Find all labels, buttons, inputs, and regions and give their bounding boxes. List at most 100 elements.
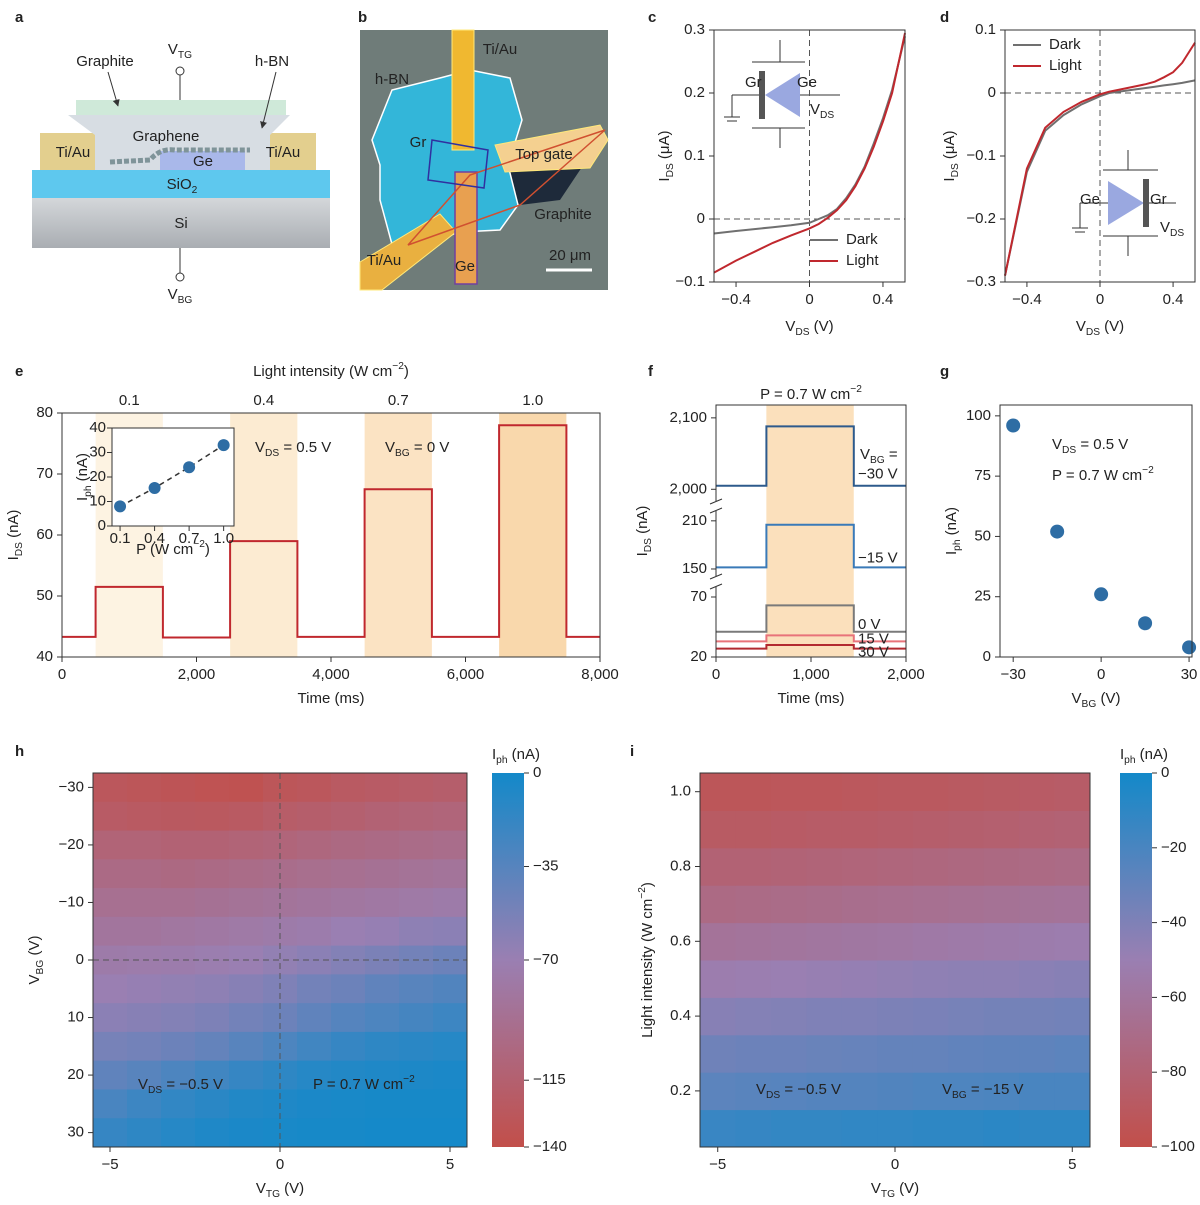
heat-cell bbox=[161, 830, 196, 860]
text-part: = 0.5 V bbox=[1076, 436, 1128, 453]
text-part: Light intensity (W cm bbox=[639, 899, 656, 1038]
heat-cell bbox=[399, 830, 434, 860]
heat-cell bbox=[841, 960, 878, 998]
y-axis-label: IDS (nA) bbox=[634, 506, 654, 557]
schematic-label: Ge bbox=[193, 153, 213, 170]
text-part: DS bbox=[795, 327, 809, 338]
light-on-span bbox=[766, 405, 854, 657]
y-tick-label: 0 bbox=[76, 951, 84, 968]
heat-cell bbox=[229, 974, 264, 1004]
heat-cell bbox=[1054, 847, 1091, 886]
heat-cell bbox=[770, 1072, 807, 1111]
x-tick-label: 0 bbox=[805, 291, 813, 308]
heat-cell bbox=[948, 773, 985, 811]
colorbar-tick-label: −140 bbox=[533, 1138, 567, 1155]
y-tick-label: 210 bbox=[682, 512, 707, 529]
heat-cell bbox=[948, 1109, 985, 1148]
heat-cell bbox=[735, 997, 772, 1036]
text-part: V bbox=[1052, 436, 1062, 453]
heat-cell bbox=[735, 847, 772, 886]
heat-cell bbox=[399, 1118, 434, 1148]
heat-cell bbox=[841, 922, 878, 961]
heat-cell bbox=[229, 1118, 264, 1148]
y-axis-label: Iph (nA) bbox=[74, 453, 94, 501]
heat-cell bbox=[1054, 997, 1091, 1036]
inset-label: Gr bbox=[745, 74, 762, 91]
heat-cell bbox=[229, 916, 264, 947]
heat-cell bbox=[912, 885, 949, 924]
text-part: V bbox=[756, 1081, 766, 1098]
panel-letter: e bbox=[15, 363, 23, 380]
micrograph-label: Gr bbox=[410, 134, 427, 151]
y-axis-label: IDS (nA) bbox=[5, 510, 25, 561]
heat-cell bbox=[948, 885, 985, 924]
heat-cell bbox=[399, 916, 434, 947]
text-part: DS bbox=[1062, 445, 1076, 456]
chart-1: −0.4 0 0.4 −0.3 −0.2 −0.1 0 0.1 Dark Light bbox=[966, 21, 1196, 308]
heat-cell bbox=[365, 1118, 400, 1148]
text-part: V bbox=[860, 446, 870, 463]
heat-cell bbox=[195, 859, 230, 889]
heat-cell bbox=[297, 801, 332, 832]
panel-letter: f bbox=[648, 363, 654, 380]
axis-break-gap bbox=[710, 576, 722, 587]
heat-cell bbox=[700, 885, 736, 924]
heat-cell bbox=[399, 773, 434, 803]
heat-cell bbox=[912, 997, 949, 1036]
y-tick-label: 70 bbox=[690, 588, 707, 605]
chart-3: 0.1 0.4 0.7 1.0 0 10 20 30 40 bbox=[89, 419, 235, 547]
y-tick-label: −0.3 bbox=[966, 273, 996, 290]
text-part: ph bbox=[496, 755, 507, 766]
heat-cell bbox=[1019, 997, 1056, 1036]
heat-cell bbox=[806, 847, 843, 886]
data-point bbox=[1138, 616, 1153, 631]
fit-line bbox=[119, 444, 225, 508]
y-tick-label: 80 bbox=[36, 404, 53, 421]
x-tick-label: 0.1 bbox=[110, 530, 131, 547]
annotation: VDS = −0.5 V bbox=[756, 1081, 841, 1101]
series-label: 0 V bbox=[858, 616, 881, 633]
text-part: V bbox=[810, 101, 820, 118]
y-tick-label: 0.3 bbox=[684, 21, 705, 38]
heat-cell bbox=[841, 810, 878, 849]
text-part: V bbox=[26, 974, 43, 984]
top-tick-label: 0.4 bbox=[253, 392, 274, 409]
heat-cell bbox=[93, 801, 128, 832]
text-part: V bbox=[256, 1180, 266, 1197]
light-on-span bbox=[499, 413, 567, 657]
x-tick-label: −0.4 bbox=[1012, 291, 1042, 308]
heat-cell bbox=[948, 1034, 985, 1073]
heat-cell bbox=[735, 773, 772, 811]
heat-cell bbox=[93, 1003, 128, 1033]
data-line bbox=[716, 644, 906, 650]
text-part: V bbox=[871, 1180, 881, 1197]
text-part: I bbox=[492, 746, 496, 763]
text-part: (V) bbox=[280, 1180, 304, 1197]
heat-cell bbox=[770, 960, 807, 998]
heat-cell bbox=[770, 922, 807, 961]
heat-cell bbox=[1054, 960, 1091, 998]
annotation: P = 0.7 W cm−2 bbox=[313, 1074, 415, 1093]
heat-cell bbox=[297, 888, 332, 918]
annotation: VDS = 0.5 V bbox=[1052, 436, 1128, 456]
heat-cell bbox=[700, 922, 736, 961]
heat-cell bbox=[433, 801, 468, 832]
heat-cell bbox=[229, 1003, 264, 1033]
heat-cell bbox=[948, 847, 985, 886]
data-point bbox=[1050, 524, 1065, 539]
y-tick-label: 40 bbox=[36, 648, 53, 665]
heat-cell bbox=[297, 1118, 332, 1148]
text-part: ) bbox=[205, 541, 210, 558]
heat-cell bbox=[399, 1031, 434, 1062]
heat-cell bbox=[806, 810, 843, 849]
heat-cell bbox=[161, 773, 196, 803]
text-part: −2 bbox=[850, 384, 862, 395]
heat-cell bbox=[161, 916, 196, 947]
text-part: V bbox=[385, 439, 395, 456]
x-tick-label: 6,000 bbox=[447, 666, 485, 683]
data-point bbox=[148, 482, 161, 495]
heat-cell bbox=[735, 1109, 772, 1148]
heat-cell bbox=[735, 922, 772, 961]
diode-triangle bbox=[765, 73, 800, 117]
